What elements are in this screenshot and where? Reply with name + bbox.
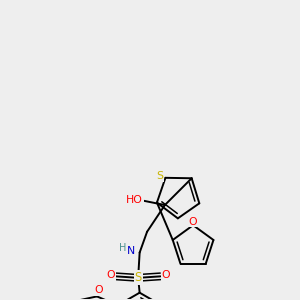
Text: S: S xyxy=(157,171,164,181)
Text: O: O xyxy=(94,285,103,295)
Text: S: S xyxy=(134,271,142,284)
Text: HO: HO xyxy=(126,195,143,205)
Text: H: H xyxy=(119,243,127,253)
Text: O: O xyxy=(106,271,115,281)
Text: O: O xyxy=(189,217,197,226)
Text: O: O xyxy=(161,271,170,281)
Text: N: N xyxy=(127,246,135,256)
